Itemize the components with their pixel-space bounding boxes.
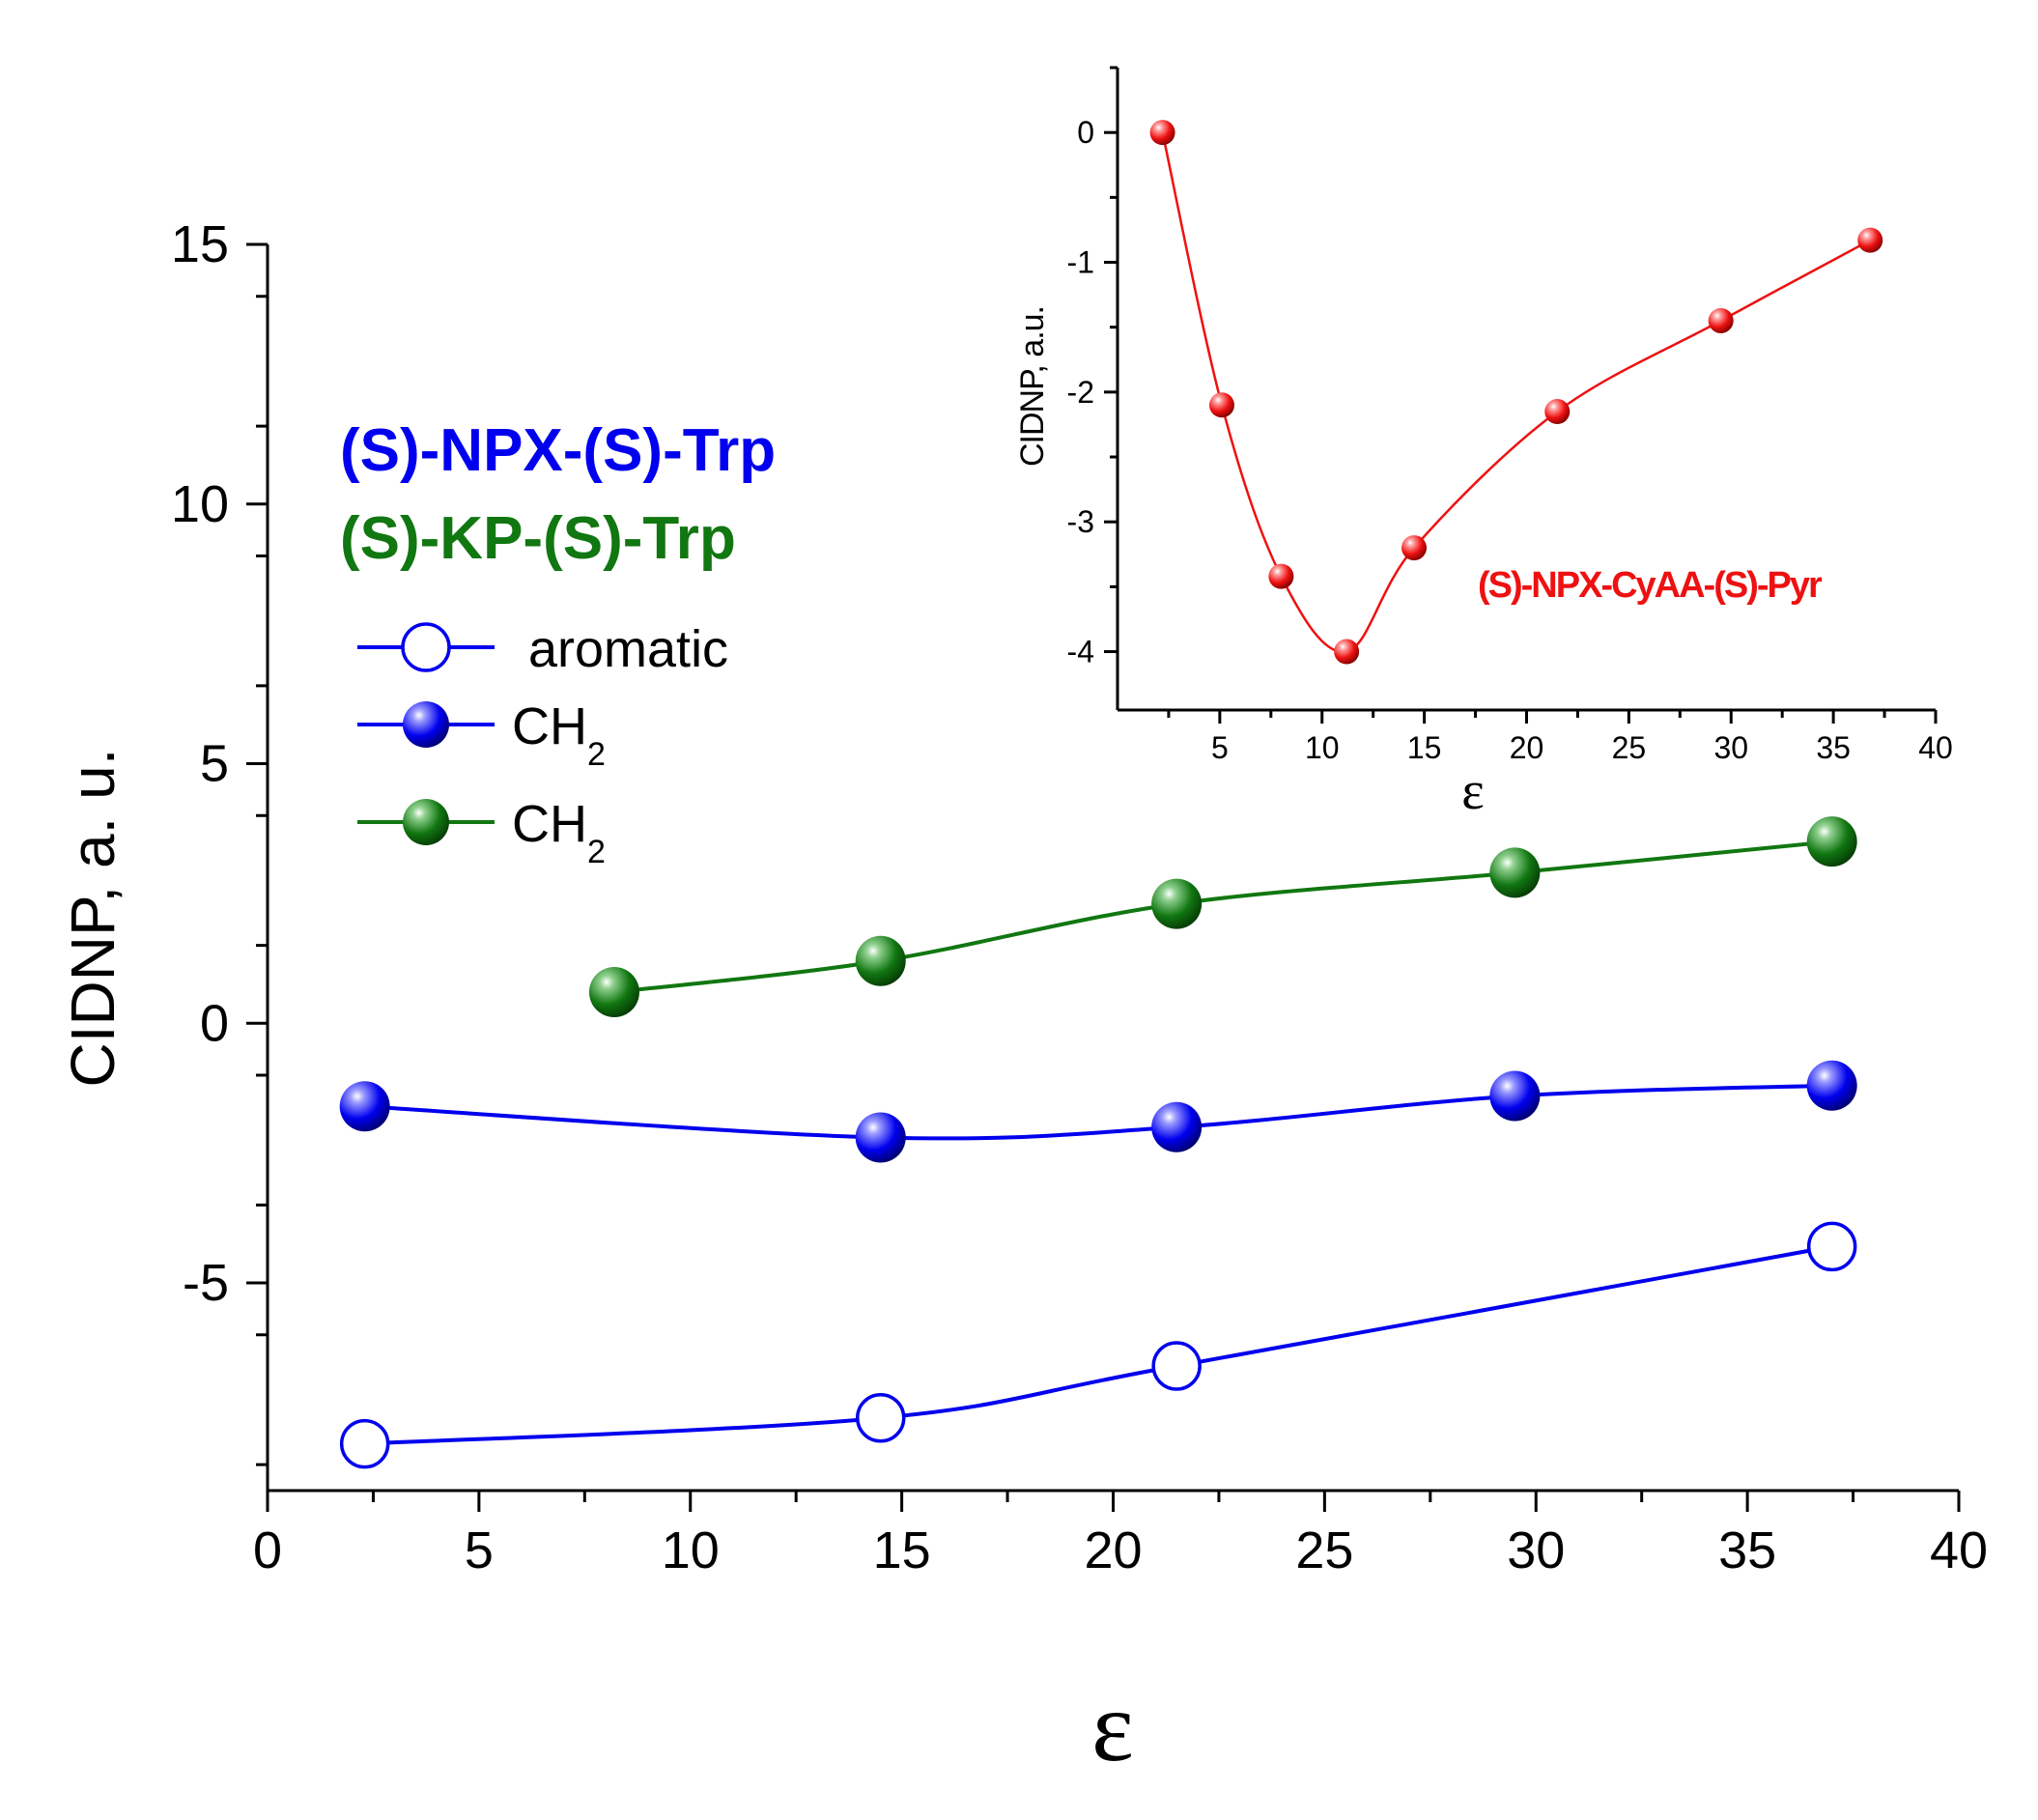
main-x-tick-label: 15 bbox=[873, 1521, 931, 1579]
legend-entry-ch2-blue: CH2 bbox=[357, 697, 606, 773]
inset-x-tick-label: 20 bbox=[1510, 730, 1544, 765]
main-y-axis-label: CIDNP, a. u. bbox=[58, 749, 127, 1088]
main-x-ticks: 0 5 10 15 20 25 30 35 40 bbox=[253, 1491, 1988, 1579]
inset-data-point-sphere bbox=[1334, 639, 1360, 665]
inset-x-tick-label: 35 bbox=[1816, 730, 1851, 765]
legend-entry-aromatic: aromatic bbox=[357, 620, 728, 678]
main-x-tick-label: 0 bbox=[253, 1521, 282, 1579]
group-label-kp-trp: (S)-KP-(S)-Trp bbox=[340, 505, 736, 572]
data-point-open bbox=[339, 1418, 390, 1469]
main-y-tick-label: 15 bbox=[171, 215, 229, 273]
inset-data-point-sphere bbox=[1544, 399, 1571, 425]
inset-y-tick-label: -2 bbox=[1067, 375, 1094, 410]
inset-y-axis-label: CIDNP, a.u. bbox=[1014, 306, 1051, 467]
inset-x-tick-label: 40 bbox=[1918, 730, 1953, 765]
series-line-0 bbox=[364, 1244, 1833, 1446]
inset-data-point-sphere bbox=[1208, 392, 1234, 418]
inset-x-tick-label: 25 bbox=[1612, 730, 1647, 765]
data-point-sphere bbox=[1489, 1070, 1541, 1122]
inset-data-point-sphere bbox=[1268, 563, 1294, 589]
legend-marker-open-circle bbox=[401, 622, 451, 672]
legend-label: CH2 bbox=[512, 795, 606, 870]
series-line-2 bbox=[613, 839, 1832, 994]
inset-data-point-sphere bbox=[1149, 120, 1175, 146]
inset-x-tick-label: 5 bbox=[1211, 730, 1229, 765]
inset-y-ticks: 0 -1 -2 -3 -4 bbox=[1067, 66, 1118, 669]
legend: aromatic CH2 CH2 bbox=[357, 620, 728, 870]
data-point-sphere bbox=[1489, 847, 1541, 898]
legend-entry-ch2-green: CH2 bbox=[357, 795, 606, 870]
legend-label: aromatic bbox=[528, 620, 728, 678]
inset-x-tick-label: 30 bbox=[1713, 730, 1748, 765]
inset-plot: 5 10 15 20 25 30 35 40 0-1-2-3-4 ε CIDNP, a.u. … bbox=[1014, 66, 1953, 821]
inset-y-tick-label: -1 bbox=[1067, 245, 1094, 280]
main-y-tick-label: 10 bbox=[171, 475, 229, 533]
inset-x-tick-label: 15 bbox=[1407, 730, 1442, 765]
main-x-tick-label: 20 bbox=[1084, 1521, 1142, 1579]
main-y-tick-label: 0 bbox=[200, 994, 229, 1052]
main-y-ticks: -5 0 5 10 15 bbox=[171, 215, 268, 1466]
data-point-sphere bbox=[1806, 1060, 1857, 1111]
legend-label: CH2 bbox=[512, 697, 606, 773]
main-y-tick-label: -5 bbox=[183, 1254, 229, 1312]
inset-data-point-sphere bbox=[1708, 307, 1734, 333]
data-point-sphere bbox=[855, 1112, 906, 1163]
main-x-tick-label: 10 bbox=[662, 1521, 720, 1579]
inset-series-markers bbox=[1149, 120, 1883, 665]
data-point-open bbox=[1151, 1341, 1202, 1391]
inset-data-point-sphere bbox=[1401, 535, 1428, 561]
data-point-open bbox=[1806, 1221, 1857, 1272]
main-x-tick-label: 40 bbox=[1930, 1521, 1988, 1579]
data-point-sphere bbox=[1151, 878, 1203, 929]
data-point-sphere bbox=[1151, 1101, 1203, 1152]
inset-data-point-sphere bbox=[1857, 227, 1883, 253]
legend-marker-sphere bbox=[403, 799, 449, 845]
legend-marker-sphere bbox=[403, 701, 449, 748]
main-x-axis-label: ε bbox=[1091, 1671, 1134, 1782]
main-series-markers bbox=[339, 816, 1857, 1469]
data-point-sphere bbox=[1806, 816, 1857, 867]
inset-x-ticks: 5 10 15 20 25 30 35 40 bbox=[1167, 710, 1953, 765]
inset-y-tick-label: -4 bbox=[1067, 635, 1094, 669]
group-label-npx-trp: (S)-NPX-(S)-Trp bbox=[340, 417, 776, 484]
main-y-tick-label: 5 bbox=[200, 735, 229, 793]
inset-series-annotation: (S)-NPX-CyAA-(S)-Pyr bbox=[1478, 565, 1823, 606]
data-point-sphere bbox=[855, 935, 906, 986]
data-point-sphere bbox=[588, 967, 639, 1017]
main-x-tick-label: 30 bbox=[1507, 1521, 1565, 1579]
main-x-tick-label: 35 bbox=[1718, 1521, 1776, 1579]
data-point-open bbox=[855, 1393, 906, 1443]
inset-y-tick-label: 0 bbox=[1077, 115, 1094, 150]
main-plot: 0 5 10 15 20 25 30 35 40 -5 0 5 10 15 ε CIDNP, a. u.… bbox=[58, 215, 1988, 1782]
inset-y-tick-label: -3 bbox=[1067, 504, 1094, 539]
data-point-sphere bbox=[339, 1081, 390, 1132]
inset-x-axis-label: ε bbox=[1461, 761, 1485, 821]
inset-x-tick-label: 10 bbox=[1305, 730, 1340, 765]
series-line-1 bbox=[364, 1083, 1832, 1141]
main-x-tick-label: 5 bbox=[465, 1521, 494, 1579]
main-x-tick-label: 25 bbox=[1295, 1521, 1353, 1579]
main-series-lines bbox=[364, 839, 1833, 1446]
